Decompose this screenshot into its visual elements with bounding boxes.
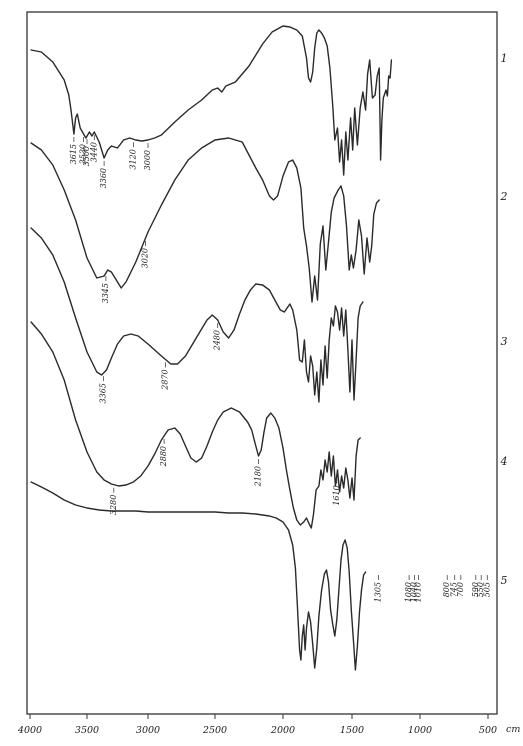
peak-label-1-3120: 3120 [128, 149, 137, 169]
x-tick-label-2000: 2000 [270, 725, 295, 736]
peak-label-2-3345: 3345 [101, 283, 110, 303]
peak-label-5-1080: 1080 [404, 582, 413, 602]
peak-label-5-1040: 1040 [410, 582, 419, 602]
x-tick-label-3500: 3500 [75, 725, 99, 736]
peak-label-5-700: 700 [456, 582, 465, 597]
spectrum-line-5 [30, 481, 367, 671]
curve-numbers: 1 2 3 4 5 [500, 52, 508, 587]
spectrum-line-1 [30, 25, 393, 176]
peak-label-5-800: 800 [442, 582, 451, 597]
peak-label-1-3615: 3615 [69, 144, 78, 164]
curve-number-2: 2 [500, 190, 508, 203]
x-axis: 4000 3500 3000 2500 2000 1500 1000 500 [17, 714, 497, 736]
peak-label-4-2880: 2880 [159, 446, 168, 467]
x-tick-label-2500: 2500 [202, 725, 227, 736]
x-tick-label-3000: 3000 [136, 725, 160, 736]
x-tick-label-1500: 1500 [340, 725, 364, 736]
peak-label-4-1610: 1610 [332, 485, 341, 505]
peak-label-1-3360: 3360 [99, 168, 108, 188]
peak-label-5-505: 505 [482, 582, 491, 597]
peak-label-5-1010: 1010 [414, 582, 423, 602]
plot-frame [26, 11, 498, 715]
spectrum-line-4 [30, 321, 361, 529]
peak-label-5-550: 550 [476, 582, 485, 597]
spectrum-line-3 [30, 227, 364, 403]
peak-label-3-2480: 2480 [213, 330, 222, 351]
x-unit-label: cm [506, 724, 520, 735]
peak-label-3-2870: 2870 [160, 369, 169, 390]
peak-label-5-590: 590 [471, 582, 480, 597]
x-tick-label-1000: 1000 [408, 725, 432, 736]
peak-label-2-3020: 3020 [141, 248, 150, 268]
spectrum-line-2 [30, 137, 380, 303]
spectrum-traces [30, 25, 393, 671]
curve-number-5: 5 [501, 574, 508, 587]
peak-label-1-3000: 3000 [143, 150, 152, 170]
peak-label-1-3530: 3530 [79, 144, 88, 164]
peak-label-1-3500: 3500 [82, 146, 91, 166]
curve-number-4: 4 [500, 455, 508, 468]
peak-label-4-3280: 3280 [109, 495, 118, 515]
curve-number-1: 1 [501, 52, 508, 65]
peak-label-5-745: 745 [450, 582, 459, 597]
peak-label-4-2180: 2180 [254, 466, 263, 487]
x-tick-label-500: 500 [479, 725, 497, 736]
peak-label-3-3365: 3365 [99, 383, 108, 403]
x-tick-label-4000: 4000 [17, 725, 42, 736]
peak-label-5-1305: 1305 [374, 582, 383, 602]
curve-number-3: 3 [501, 335, 508, 348]
peak-label-1-3440: 3440 [89, 142, 98, 162]
